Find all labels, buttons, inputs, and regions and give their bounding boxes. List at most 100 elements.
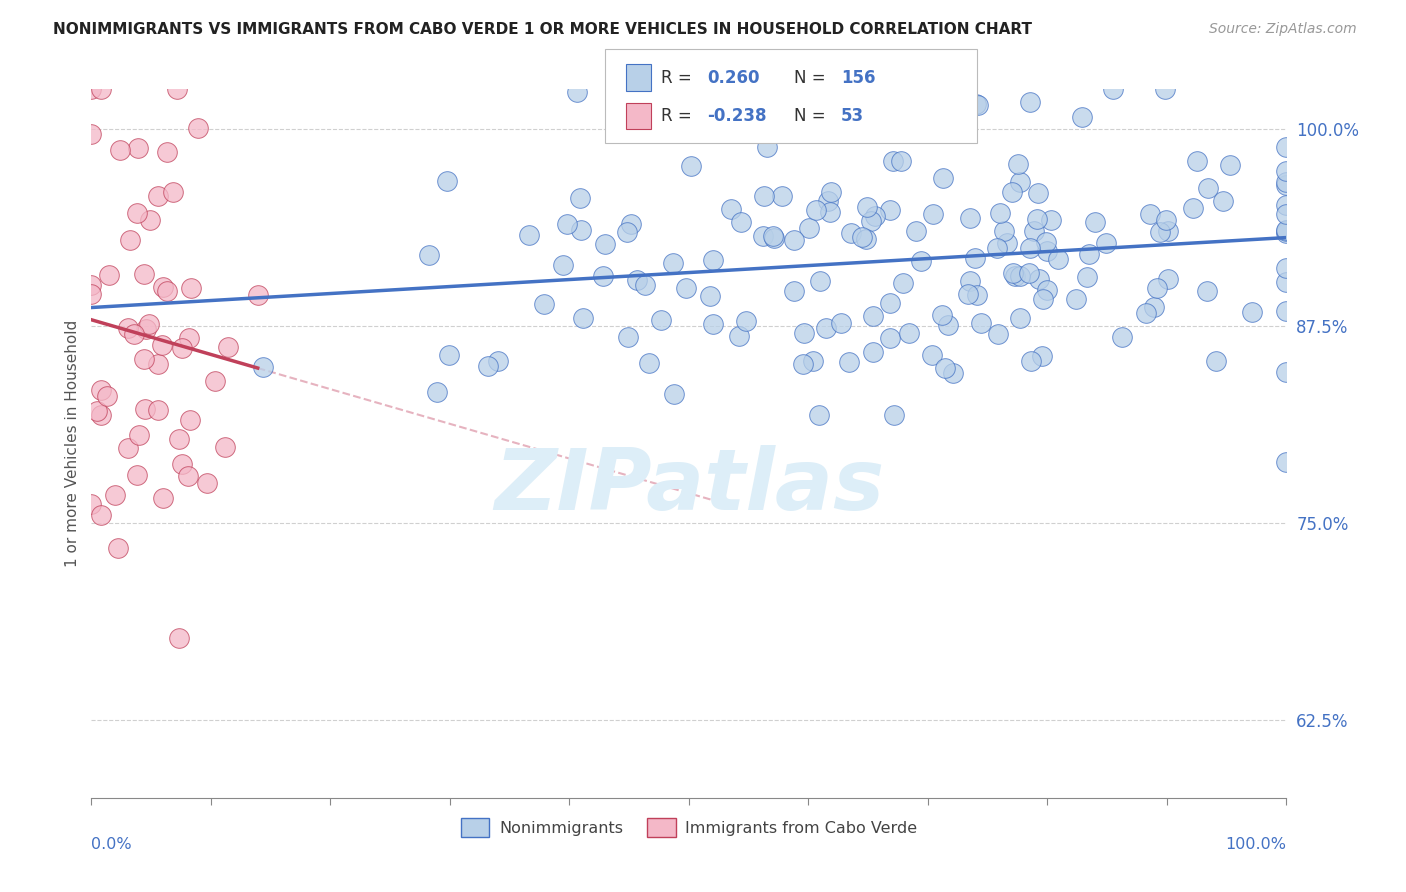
Point bbox=[152, 280, 174, 294]
Point bbox=[720, 202, 742, 217]
Point bbox=[820, 186, 842, 200]
Point bbox=[1149, 226, 1171, 240]
Text: 156: 156 bbox=[841, 69, 876, 87]
Point bbox=[752, 189, 775, 203]
Point bbox=[156, 145, 179, 160]
Point bbox=[898, 326, 921, 341]
Point bbox=[970, 316, 993, 330]
Point bbox=[1181, 201, 1204, 215]
Point bbox=[117, 441, 139, 455]
Point bbox=[533, 297, 555, 311]
Point bbox=[90, 383, 112, 397]
Point bbox=[856, 200, 879, 214]
Point bbox=[818, 204, 841, 219]
Point bbox=[179, 413, 201, 427]
Text: 53: 53 bbox=[841, 107, 863, 125]
Point bbox=[1275, 455, 1298, 469]
Point bbox=[1032, 292, 1054, 306]
Point bbox=[436, 174, 458, 188]
Point bbox=[152, 491, 174, 505]
Point bbox=[138, 317, 160, 331]
Point bbox=[187, 121, 209, 136]
Point bbox=[1047, 252, 1070, 266]
Text: NONIMMIGRANTS VS IMMIGRANTS FROM CABO VERDE 1 OR MORE VEHICLES IN HOUSEHOLD CORR: NONIMMIGRANTS VS IMMIGRANTS FROM CABO VE… bbox=[53, 22, 1032, 37]
Point bbox=[125, 468, 148, 483]
Point bbox=[762, 229, 785, 244]
Point bbox=[96, 389, 118, 403]
Point bbox=[1154, 213, 1177, 227]
Point bbox=[1004, 268, 1026, 283]
Point bbox=[959, 211, 981, 226]
Point bbox=[156, 284, 179, 298]
Point bbox=[1241, 305, 1264, 319]
Point bbox=[122, 326, 145, 341]
Point bbox=[418, 248, 440, 262]
Point bbox=[616, 225, 638, 239]
Point bbox=[553, 259, 575, 273]
Point bbox=[86, 404, 108, 418]
Point bbox=[1095, 235, 1118, 250]
Point bbox=[801, 353, 824, 368]
Point bbox=[567, 85, 589, 99]
Point bbox=[990, 206, 1012, 220]
Point bbox=[1275, 304, 1298, 318]
Point bbox=[80, 278, 103, 293]
Point bbox=[1018, 266, 1040, 280]
Point bbox=[863, 209, 886, 223]
Point bbox=[180, 280, 202, 294]
Point bbox=[1028, 272, 1050, 286]
Point bbox=[1195, 284, 1218, 298]
Point bbox=[921, 348, 943, 362]
Text: 100.0%: 100.0% bbox=[1226, 838, 1286, 853]
Text: Source: ZipAtlas.com: Source: ZipAtlas.com bbox=[1209, 22, 1357, 37]
Point bbox=[568, 191, 591, 205]
Point bbox=[592, 268, 614, 283]
Point bbox=[134, 352, 156, 367]
Point bbox=[80, 127, 103, 141]
Point bbox=[783, 284, 806, 298]
Point bbox=[661, 256, 683, 270]
Point bbox=[177, 468, 200, 483]
Point bbox=[986, 241, 1008, 255]
Point bbox=[1035, 235, 1057, 249]
Point bbox=[890, 154, 912, 169]
Point bbox=[80, 82, 103, 96]
Point bbox=[963, 251, 986, 265]
Point bbox=[782, 233, 804, 247]
Point bbox=[855, 232, 877, 246]
Point bbox=[965, 97, 987, 112]
Point bbox=[1275, 365, 1298, 379]
Point bbox=[879, 295, 901, 310]
Point bbox=[922, 207, 945, 221]
Point bbox=[862, 345, 884, 359]
Point bbox=[1036, 283, 1059, 297]
Point bbox=[1010, 310, 1032, 325]
Point bbox=[117, 321, 139, 335]
Point bbox=[770, 188, 793, 202]
Point bbox=[107, 541, 129, 555]
Point bbox=[675, 281, 697, 295]
Point bbox=[167, 432, 190, 446]
Point bbox=[1154, 82, 1177, 96]
Point bbox=[633, 277, 655, 292]
Point bbox=[987, 326, 1010, 341]
Point bbox=[1205, 353, 1227, 368]
Point bbox=[1036, 244, 1059, 258]
Point bbox=[1275, 261, 1298, 276]
Point bbox=[851, 230, 873, 244]
Point bbox=[593, 236, 616, 251]
Point bbox=[797, 220, 820, 235]
Point bbox=[1083, 215, 1105, 229]
Y-axis label: 1 or more Vehicles in Household: 1 or more Vehicles in Household bbox=[65, 320, 80, 567]
Point bbox=[1275, 140, 1298, 154]
Point bbox=[1197, 181, 1219, 195]
Point bbox=[993, 223, 1015, 237]
Point bbox=[486, 354, 509, 368]
Point bbox=[879, 202, 901, 217]
Point bbox=[699, 289, 721, 303]
Point bbox=[127, 141, 149, 155]
Point bbox=[1212, 194, 1234, 208]
Point bbox=[995, 235, 1018, 250]
Point bbox=[170, 457, 193, 471]
Legend: Nonimmigrants, Immigrants from Cabo Verde: Nonimmigrants, Immigrants from Cabo Verd… bbox=[454, 812, 924, 844]
